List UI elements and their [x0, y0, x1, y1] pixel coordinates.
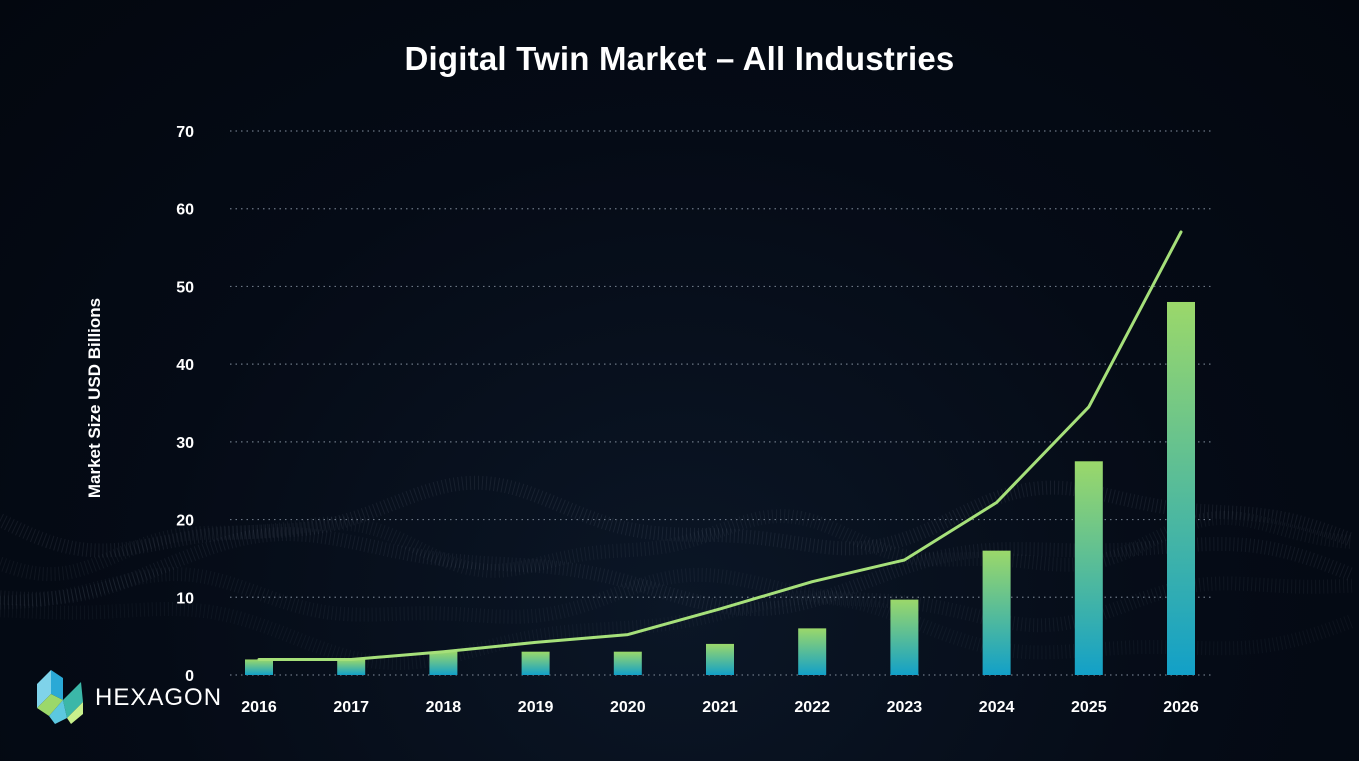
- x-tick-label: 2025: [1071, 699, 1107, 716]
- x-tick-label: 2017: [333, 699, 369, 716]
- bar-2017: [337, 659, 366, 675]
- y-tick-label: 10: [176, 590, 194, 607]
- background-wave-line: [0, 527, 1355, 617]
- background-wave-line: [0, 475, 1355, 558]
- bar-2026: [1167, 301, 1195, 675]
- background-wave-line: [0, 567, 1353, 633]
- x-tick-label: 2020: [610, 699, 646, 716]
- x-tick-label: 2021: [702, 699, 738, 716]
- bar-2023: [890, 599, 919, 675]
- x-tick-label: 2024: [979, 699, 1015, 716]
- y-tick-label: 20: [176, 513, 194, 530]
- bar-2024: [982, 550, 1011, 675]
- x-tick-label: 2016: [241, 699, 277, 716]
- bar-2019: [521, 651, 550, 675]
- bar-2016: [245, 659, 273, 675]
- hexagon-logo: HEXAGON: [37, 670, 221, 726]
- x-tick-label: 2026: [1163, 699, 1199, 716]
- y-tick-label: 60: [176, 202, 194, 219]
- bar-2021: [706, 643, 734, 675]
- y-tick-label: 30: [176, 435, 194, 452]
- bar-2020: [613, 651, 642, 675]
- x-tick-label: 2023: [887, 699, 923, 716]
- y-tick-label: 70: [176, 124, 194, 141]
- y-tick-label: 40: [176, 357, 194, 374]
- x-tick-label: 2019: [518, 699, 554, 716]
- y-axis-label: Market Size USD Billions: [85, 297, 104, 499]
- bar-2022: [798, 628, 827, 675]
- hexagon-logo-icon: [37, 670, 83, 724]
- trend-line: [257, 230, 1183, 661]
- x-tick-label: 2018: [426, 699, 462, 716]
- bar-2018: [429, 651, 458, 675]
- y-tick-label: 0: [185, 668, 194, 685]
- bar-2025: [1074, 461, 1103, 675]
- chart-title: Digital Twin Market – All Industries: [404, 40, 955, 77]
- y-tick-label: 50: [176, 279, 194, 296]
- hexagon-logo-text: HEXAGON: [95, 684, 223, 711]
- background-wave-line: [0, 509, 1353, 582]
- x-tick-label: 2022: [794, 699, 830, 716]
